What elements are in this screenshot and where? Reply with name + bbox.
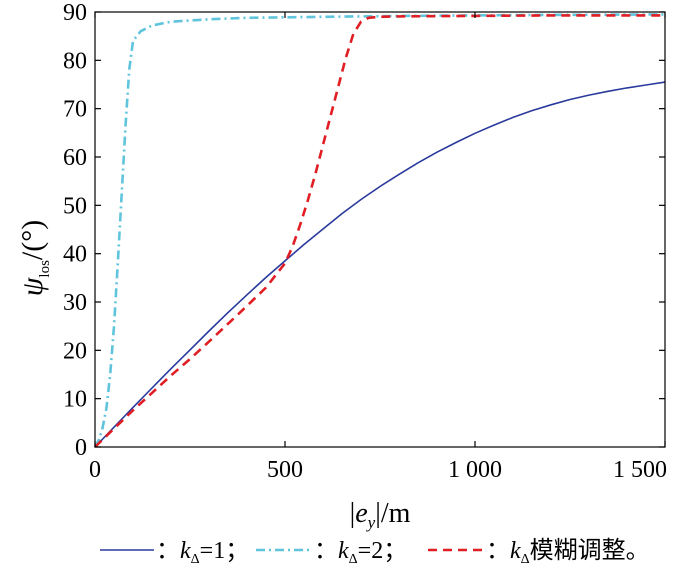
- x-tick-label-2: 1 000: [448, 457, 502, 483]
- series-line-3: [94, 14, 665, 448]
- x-tick-label-1: 500: [267, 457, 303, 483]
- legend-label-2: ：kΔ=2；: [314, 538, 407, 567]
- y-tick-label-9: 90: [63, 0, 87, 26]
- y-axis-label: ψlos/(°): [16, 220, 53, 296]
- legend-label-1: ：kΔ=1；: [156, 538, 249, 567]
- x-axis-label-bar-right: |: [375, 498, 381, 529]
- x-axis-label-subscript: y: [366, 513, 376, 532]
- series-line-2: [93, 13, 666, 448]
- y-tick-label-5: 50: [63, 193, 87, 219]
- x-tick-label-3: 1 500: [613, 457, 667, 483]
- plot-frame: [94, 11, 666, 448]
- series-line-1: [94, 81, 666, 448]
- y-tick-label-1: 10: [63, 387, 87, 413]
- y-axis-label-symbol: ψ: [16, 276, 49, 296]
- y-tick-label-0: 0: [75, 435, 87, 461]
- y-tick-label-6: 60: [63, 145, 87, 171]
- x-tick-label-0: 0: [89, 457, 101, 483]
- legend-label-3: ：kΔ模糊调整。: [486, 537, 650, 567]
- y-tick-label-4: 40: [63, 242, 87, 268]
- y-tick-label-8: 80: [63, 48, 87, 74]
- series-layer: [93, 13, 666, 448]
- y-axis-label-unit: /(°): [16, 220, 49, 260]
- y-tick-label-3: 30: [63, 290, 87, 316]
- legend: ：kΔ=1； ：kΔ=2； ：kΔ模糊调整。: [100, 537, 650, 567]
- y-tick-label-2: 20: [63, 338, 87, 364]
- x-axis-label-bar-left: |: [350, 498, 356, 529]
- y-axis-label-subscript: los: [37, 260, 53, 278]
- y-tick-label-7: 70: [63, 97, 87, 123]
- x-axis-label: |ey|/m: [350, 498, 411, 532]
- x-axis-label-symbol: e: [355, 498, 367, 529]
- x-axis-label-unit: /m: [381, 498, 411, 529]
- ticks-layer: 0 500 1 000 1 500 0 10 20 30 40 50 60 70 80 90: [63, 0, 667, 483]
